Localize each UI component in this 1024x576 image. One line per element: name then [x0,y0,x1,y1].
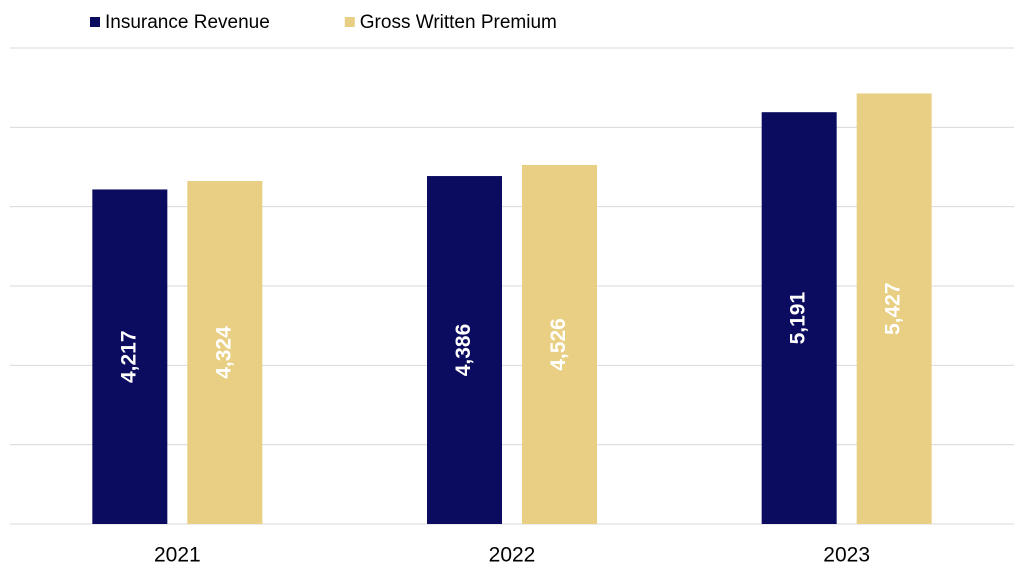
value-label: 5,191 [787,291,810,344]
bar [187,180,263,525]
bar [92,189,168,524]
x-tick-label: 2021 [154,544,201,567]
bar [856,93,932,524]
value-label: 4,324 [212,326,235,379]
legend-swatch [90,17,100,27]
x-tick-label: 2023 [823,544,870,567]
bar [761,112,837,524]
value-label: 5,427 [882,282,905,335]
legend-swatch [344,17,355,27]
bar [522,164,597,525]
legend-label: Insurance Revenue [105,12,270,33]
bar [427,176,502,524]
value-label: 4,526 [547,318,570,371]
x-tick-label: 2022 [489,544,536,567]
value-label: 4,386 [452,324,475,377]
value-label: 4,217 [117,330,140,383]
legend-label: Gross Written Premium [360,12,557,33]
